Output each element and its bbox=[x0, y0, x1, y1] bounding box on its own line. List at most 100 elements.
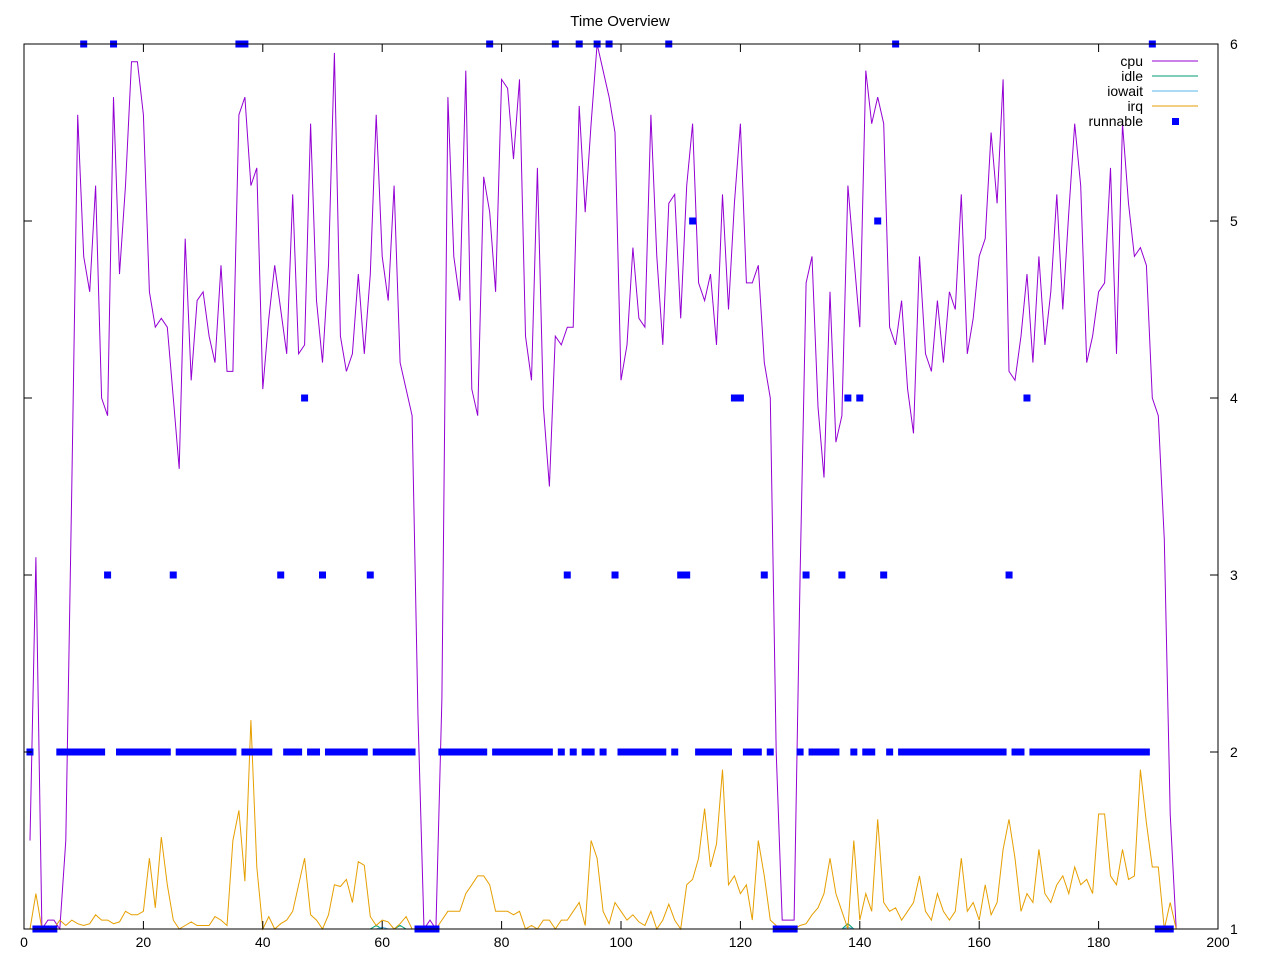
runnable-point bbox=[199, 748, 207, 756]
legend-swatch-runnable bbox=[1172, 118, 1179, 125]
runnable-point bbox=[527, 748, 535, 756]
runnable-point bbox=[563, 571, 571, 579]
runnable-point bbox=[623, 748, 631, 756]
runnable-point bbox=[1041, 748, 1049, 756]
runnable-point bbox=[80, 748, 88, 756]
runnable-point bbox=[336, 748, 344, 756]
series-line-irq bbox=[29, 720, 1177, 931]
runnable-point bbox=[1029, 748, 1037, 756]
runnable-point bbox=[175, 748, 183, 756]
runnable-point bbox=[659, 748, 667, 756]
runnable-point bbox=[611, 571, 619, 579]
chart-title: Time Overview bbox=[570, 13, 670, 30]
runnable-point bbox=[247, 748, 255, 756]
runnable-point bbox=[533, 748, 541, 756]
runnable-point bbox=[163, 748, 171, 756]
x-tick-label: 160 bbox=[968, 934, 992, 950]
runnable-point bbox=[539, 748, 547, 756]
runnable-point bbox=[796, 748, 804, 756]
runnable-point bbox=[545, 748, 553, 756]
runnable-point bbox=[450, 748, 458, 756]
runnable-point bbox=[1065, 748, 1073, 756]
runnable-point bbox=[301, 394, 309, 402]
x-tick-label: 140 bbox=[848, 934, 872, 950]
x-tick-label: 80 bbox=[494, 934, 510, 950]
runnable-point bbox=[181, 748, 189, 756]
runnable-point bbox=[730, 394, 738, 402]
runnable-point bbox=[1130, 748, 1138, 756]
runnable-point bbox=[826, 748, 834, 756]
runnable-point bbox=[1113, 748, 1121, 756]
runnable-point bbox=[933, 748, 941, 756]
runnable-point bbox=[689, 217, 697, 225]
runnable-point bbox=[802, 571, 810, 579]
runnable-point bbox=[498, 748, 506, 756]
runnable-point bbox=[1107, 748, 1115, 756]
runnable-point bbox=[510, 748, 518, 756]
legend-label-iowait: iowait bbox=[1107, 83, 1143, 99]
runnable-point bbox=[1071, 748, 1079, 756]
x-tick-label: 40 bbox=[255, 934, 271, 950]
runnable-point bbox=[1017, 748, 1025, 756]
runnable-point bbox=[86, 748, 94, 756]
runnable-point bbox=[1023, 394, 1031, 402]
runnable-point bbox=[844, 394, 852, 402]
runnable-point bbox=[599, 748, 607, 756]
runnable-point bbox=[557, 748, 565, 756]
runnable-point bbox=[832, 748, 840, 756]
runnable-point bbox=[874, 217, 882, 225]
runnable-point bbox=[295, 748, 303, 756]
runnable-point bbox=[1124, 748, 1132, 756]
runnable-point bbox=[856, 394, 864, 402]
runnable-point bbox=[683, 571, 691, 579]
runnable-point bbox=[838, 571, 846, 579]
runnable-point bbox=[348, 748, 356, 756]
runnable-point bbox=[701, 748, 709, 756]
runnable-point bbox=[868, 748, 876, 756]
runnable-point bbox=[927, 748, 935, 756]
runnable-point bbox=[283, 748, 291, 756]
legend-label-runnable: runnable bbox=[1089, 113, 1144, 129]
runnable-point bbox=[808, 748, 816, 756]
legend-label-idle: idle bbox=[1121, 68, 1143, 84]
runnable-point bbox=[378, 748, 386, 756]
runnable-point bbox=[372, 748, 380, 756]
runnable-point bbox=[1136, 748, 1144, 756]
runnable-point bbox=[587, 748, 595, 756]
runnable-point bbox=[307, 748, 315, 756]
runnable-point bbox=[617, 748, 625, 756]
runnable-point bbox=[1083, 748, 1091, 756]
runnable-point bbox=[910, 748, 918, 756]
runnable-point bbox=[289, 748, 297, 756]
runnable-point bbox=[396, 748, 404, 756]
y-tick-label: 5 bbox=[1230, 213, 1238, 229]
runnable-point bbox=[886, 748, 894, 756]
y-tick-label: 6 bbox=[1230, 36, 1238, 52]
x-tick-label: 200 bbox=[1206, 934, 1230, 950]
runnable-point bbox=[241, 748, 249, 756]
runnable-point bbox=[999, 748, 1007, 756]
runnable-point bbox=[139, 748, 147, 756]
runnable-point bbox=[569, 748, 577, 756]
runnable-point bbox=[1142, 748, 1150, 756]
runnable-point bbox=[408, 748, 416, 756]
runnable-point bbox=[205, 748, 213, 756]
runnable-point bbox=[169, 571, 177, 579]
runnable-point bbox=[384, 748, 392, 756]
runnable-point bbox=[1005, 571, 1013, 579]
runnable-point bbox=[713, 748, 721, 756]
runnable-point bbox=[1118, 748, 1126, 756]
y-axis: 1 2 3 4 5 6 bbox=[24, 36, 1238, 937]
runnable-point bbox=[1077, 748, 1085, 756]
runnable-point bbox=[74, 748, 82, 756]
y-tick-label: 4 bbox=[1230, 390, 1238, 406]
runnable-point bbox=[324, 748, 332, 756]
runnable-point bbox=[820, 748, 828, 756]
runnable-point bbox=[68, 748, 76, 756]
runnable-point bbox=[641, 748, 649, 756]
x-tick-label: 180 bbox=[1087, 934, 1111, 950]
runnable-point bbox=[939, 748, 947, 756]
runnable-point bbox=[1059, 748, 1067, 756]
runnable-point bbox=[629, 748, 637, 756]
